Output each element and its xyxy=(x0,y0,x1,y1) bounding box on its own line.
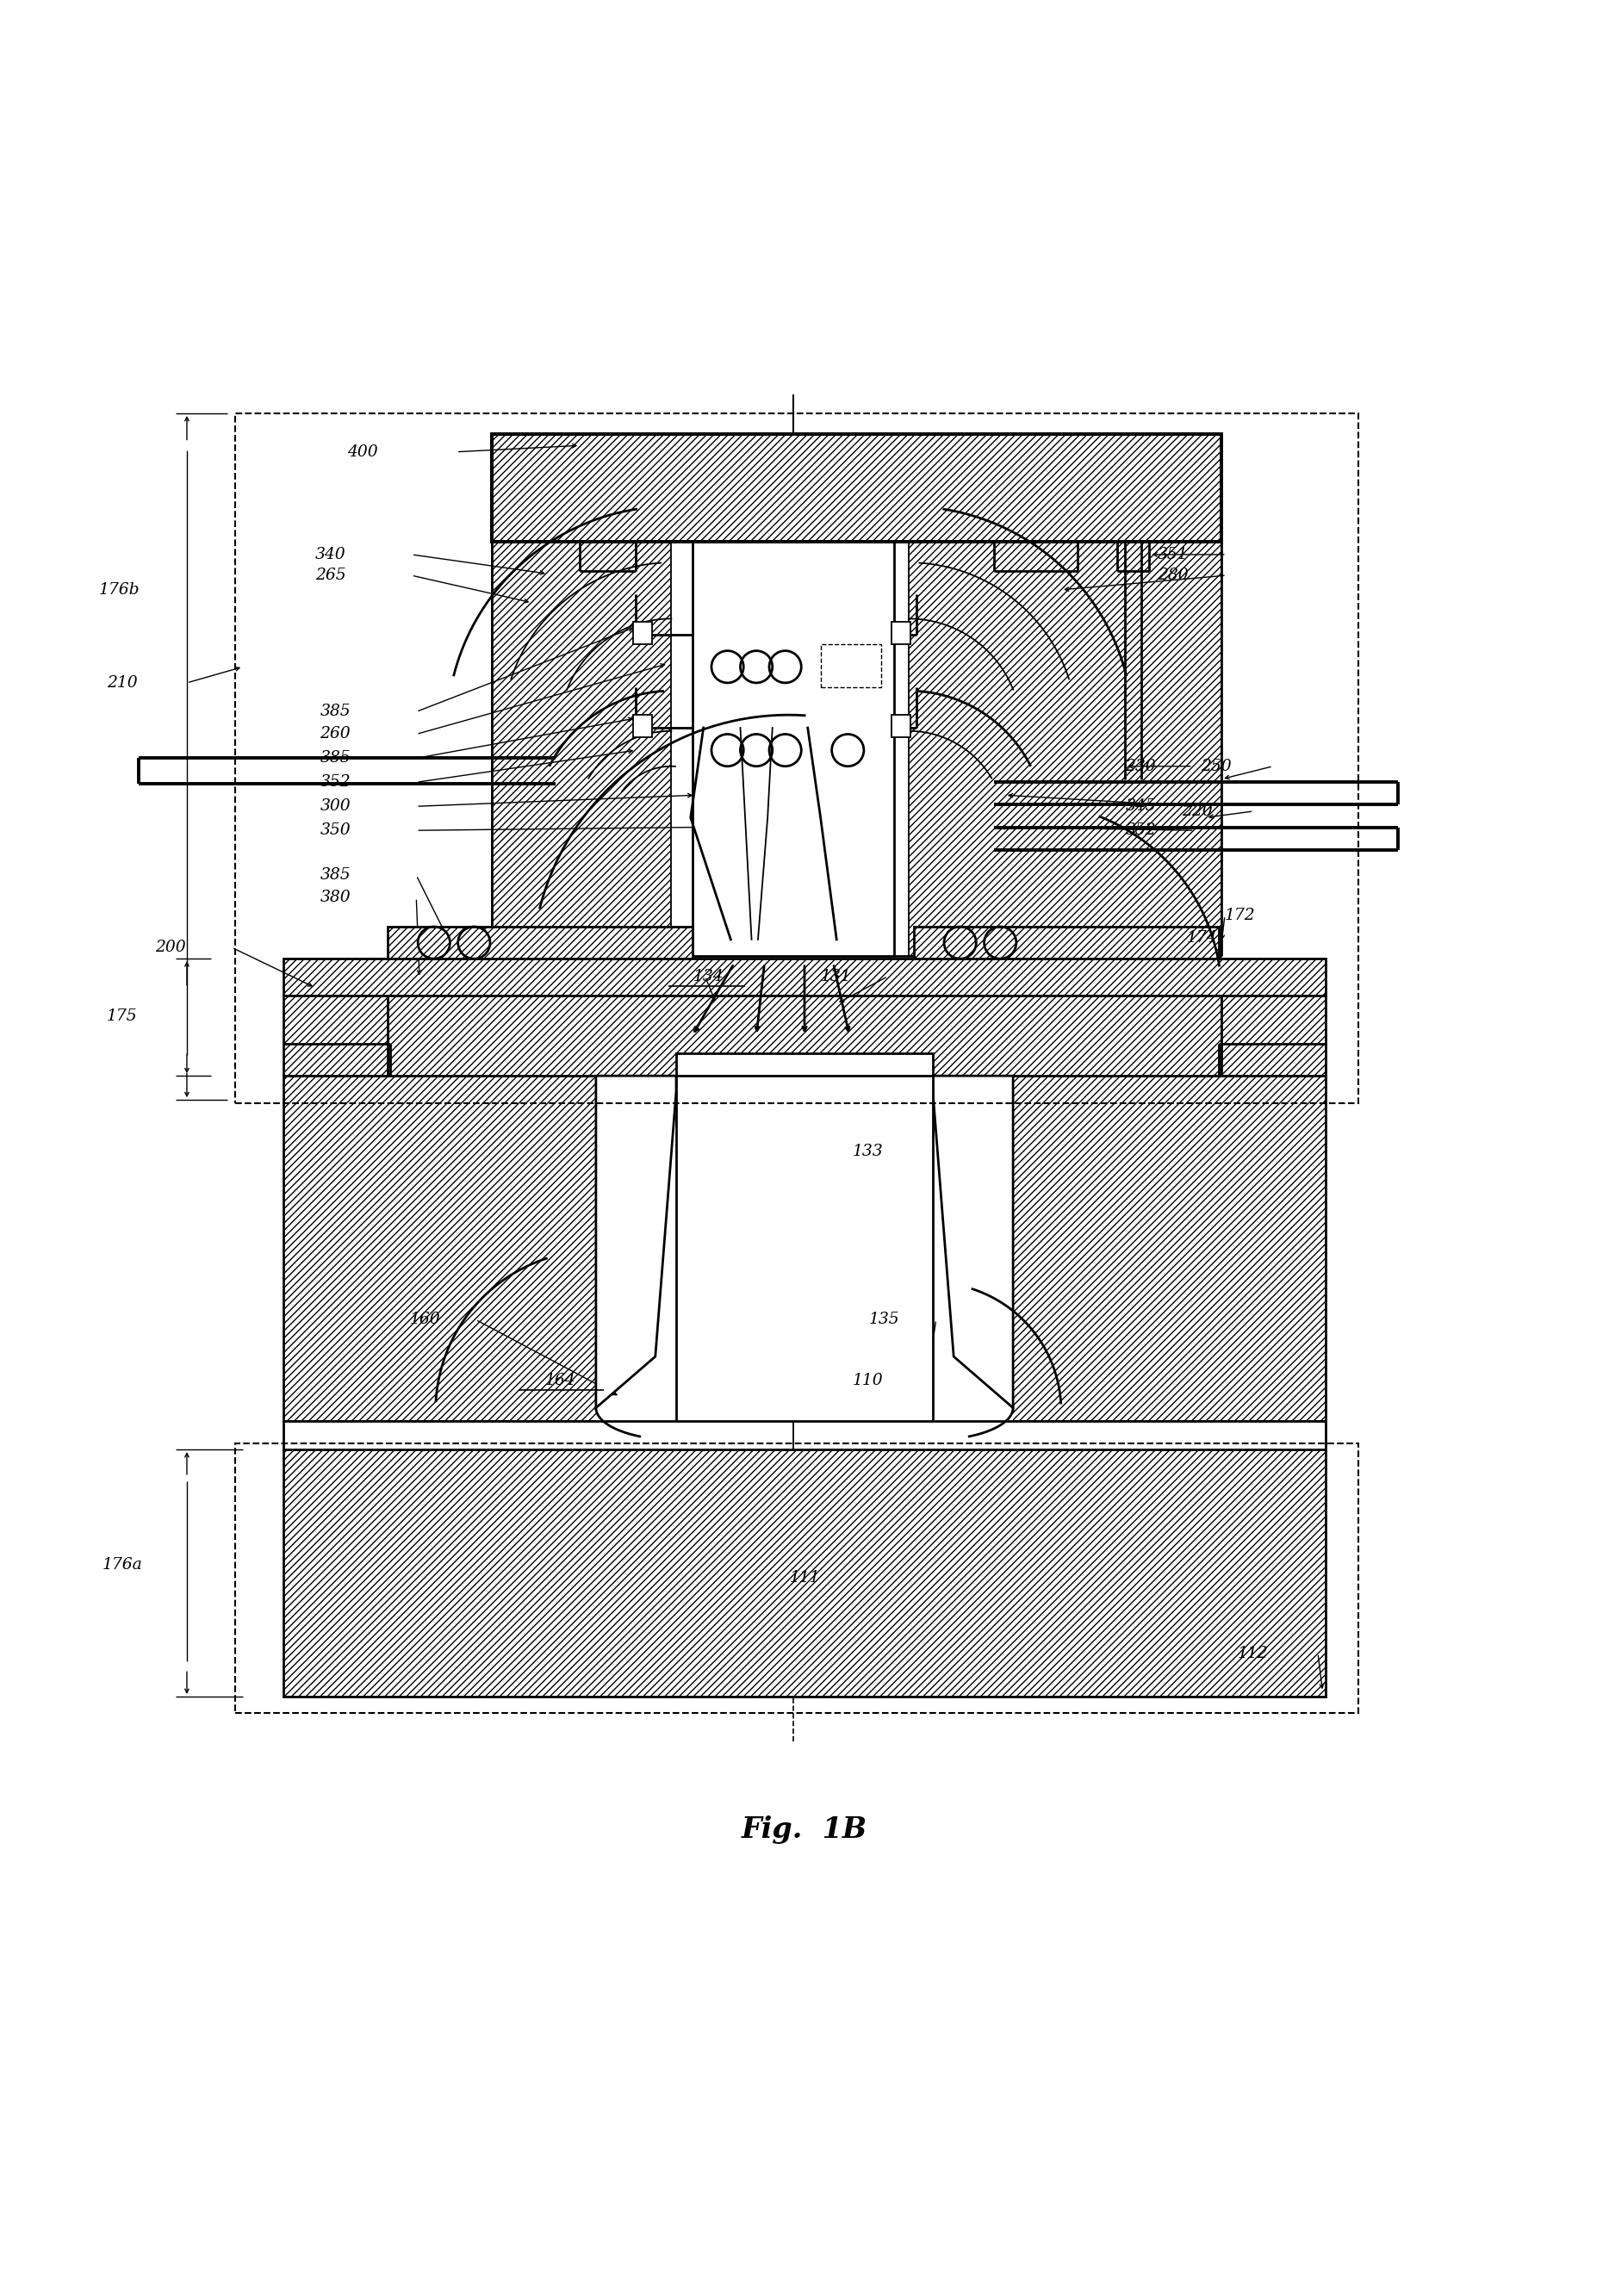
Bar xyxy=(891,714,911,737)
Bar xyxy=(632,622,652,645)
Text: 133: 133 xyxy=(853,1143,883,1159)
Bar xyxy=(235,413,1358,1102)
Polygon shape xyxy=(933,1077,1014,1407)
Text: 176b: 176b xyxy=(98,583,140,597)
Text: 385: 385 xyxy=(320,868,351,884)
Text: 174: 174 xyxy=(1186,930,1216,946)
Bar xyxy=(492,434,1221,542)
Text: 260: 260 xyxy=(320,726,351,742)
Text: 135: 135 xyxy=(869,1311,899,1327)
Text: 230: 230 xyxy=(1125,758,1155,774)
Text: Fig.  1B: Fig. 1B xyxy=(742,1816,867,1844)
Text: 340: 340 xyxy=(315,546,346,563)
Text: 250: 250 xyxy=(1200,758,1231,774)
Text: 210: 210 xyxy=(106,675,137,691)
Text: 350: 350 xyxy=(320,822,351,838)
Text: 352: 352 xyxy=(1125,822,1155,838)
Bar xyxy=(492,542,671,955)
Text: 351: 351 xyxy=(1157,546,1187,563)
Text: 380: 380 xyxy=(320,891,351,905)
Text: 265: 265 xyxy=(315,567,346,583)
Bar xyxy=(283,996,388,1077)
Text: 175: 175 xyxy=(106,1008,137,1024)
Text: 131: 131 xyxy=(821,969,851,985)
Text: 110: 110 xyxy=(853,1373,883,1389)
Bar xyxy=(676,1054,933,1077)
Bar xyxy=(914,928,1218,960)
Text: 352: 352 xyxy=(320,774,351,790)
Bar xyxy=(283,1449,1326,1697)
Bar xyxy=(692,542,895,955)
Text: 164: 164 xyxy=(545,1373,576,1389)
Text: 345: 345 xyxy=(1125,799,1155,815)
Text: 300: 300 xyxy=(320,799,351,815)
Text: 112: 112 xyxy=(1237,1646,1268,1660)
Text: 385: 385 xyxy=(320,705,351,719)
Text: 385: 385 xyxy=(320,751,351,767)
Text: 400: 400 xyxy=(348,443,378,459)
Bar xyxy=(283,1421,1326,1449)
Text: 172: 172 xyxy=(1224,907,1255,923)
Bar xyxy=(1221,996,1326,1077)
Text: 160: 160 xyxy=(410,1311,441,1327)
Text: 134: 134 xyxy=(693,969,724,985)
Bar xyxy=(283,1077,1326,1421)
Bar xyxy=(821,645,882,689)
Bar xyxy=(235,1444,1358,1713)
Text: 176a: 176a xyxy=(101,1557,142,1573)
Text: 220: 220 xyxy=(1181,804,1212,820)
Text: 111: 111 xyxy=(788,1570,821,1587)
Bar xyxy=(891,622,911,645)
Bar xyxy=(283,960,1326,996)
Text: 280: 280 xyxy=(1157,567,1187,583)
Bar xyxy=(388,996,1221,1077)
Bar xyxy=(595,1077,1014,1421)
Bar xyxy=(909,542,1221,955)
Polygon shape xyxy=(595,1077,676,1407)
Bar xyxy=(632,714,652,737)
Bar xyxy=(676,1077,933,1421)
Bar xyxy=(388,928,692,960)
Text: 200: 200 xyxy=(154,939,185,955)
